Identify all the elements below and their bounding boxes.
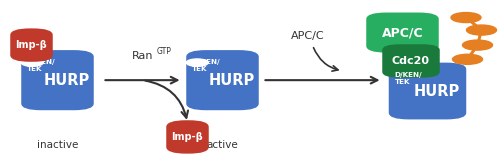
FancyBboxPatch shape — [10, 28, 53, 62]
Text: inactive: inactive — [37, 140, 78, 150]
Text: APC/C: APC/C — [382, 26, 424, 39]
Text: active: active — [206, 140, 238, 150]
Text: HURP: HURP — [414, 84, 460, 99]
FancyArrowPatch shape — [314, 48, 338, 71]
Circle shape — [186, 59, 208, 66]
Text: D/KEN/
TEK: D/KEN/ TEK — [395, 72, 422, 85]
Text: Cdc20: Cdc20 — [392, 56, 430, 66]
FancyBboxPatch shape — [366, 13, 439, 53]
Text: HURP: HURP — [44, 73, 90, 88]
Circle shape — [21, 59, 44, 66]
Circle shape — [451, 13, 481, 23]
Text: Imp-β: Imp-β — [172, 132, 203, 142]
Circle shape — [462, 40, 492, 50]
FancyBboxPatch shape — [382, 44, 440, 78]
FancyBboxPatch shape — [166, 120, 209, 154]
FancyBboxPatch shape — [22, 50, 94, 110]
Text: Imp-β: Imp-β — [16, 40, 48, 50]
Text: APC/C: APC/C — [290, 31, 324, 41]
Text: GTP: GTP — [156, 47, 172, 56]
FancyArrowPatch shape — [145, 81, 188, 118]
FancyBboxPatch shape — [389, 63, 466, 119]
Text: Ran: Ran — [132, 51, 153, 61]
FancyBboxPatch shape — [186, 50, 259, 110]
Text: D/KEN/
TEK: D/KEN/ TEK — [192, 59, 220, 72]
Circle shape — [452, 54, 482, 64]
Circle shape — [466, 25, 496, 35]
Text: D/KEN/
TEK: D/KEN/ TEK — [28, 59, 55, 72]
Text: HURP: HURP — [208, 73, 254, 88]
